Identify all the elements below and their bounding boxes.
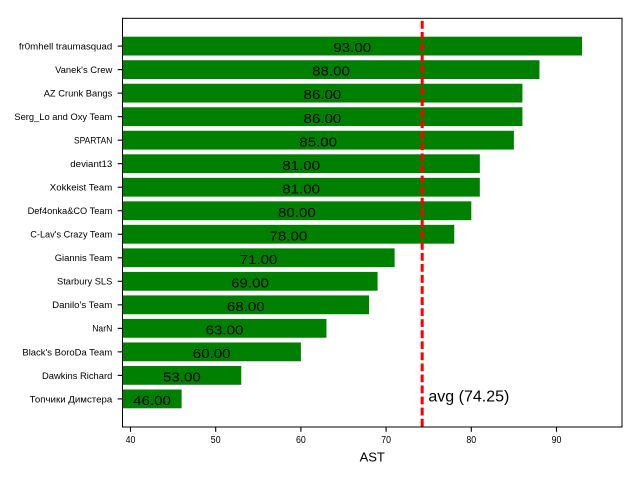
svg-text:78.00: 78.00 <box>269 228 307 243</box>
svg-text:63.00: 63.00 <box>206 322 244 337</box>
svg-text:fr0mhell traumasquad: fr0mhell traumasquad <box>19 42 112 53</box>
svg-text:50: 50 <box>211 435 221 446</box>
svg-text:81.00: 81.00 <box>282 181 320 196</box>
svg-text:Xokkeist Team: Xokkeist Team <box>50 183 113 194</box>
svg-text:70: 70 <box>381 435 391 446</box>
svg-text:90: 90 <box>552 435 562 446</box>
svg-text:Starbury SLS: Starbury SLS <box>57 277 112 288</box>
svg-text:86.00: 86.00 <box>304 87 342 102</box>
svg-text:Def4onka&CO Team: Def4onka&CO Team <box>28 206 113 217</box>
svg-text:85.00: 85.00 <box>299 134 337 149</box>
svg-text:71.00: 71.00 <box>240 252 278 267</box>
svg-text:Giannis Team: Giannis Team <box>55 253 113 264</box>
svg-text:avg (74.25): avg (74.25) <box>428 388 509 405</box>
svg-text:AZ Crunk Bangs: AZ Crunk Bangs <box>44 89 113 100</box>
svg-text:Serg_Lo and Oxy Team: Serg_Lo and Oxy Team <box>14 112 112 123</box>
svg-text:SPARTAN: SPARTAN <box>74 136 112 147</box>
svg-text:40: 40 <box>126 435 136 446</box>
svg-text:80.00: 80.00 <box>278 205 316 220</box>
svg-text:53.00: 53.00 <box>163 369 201 384</box>
svg-text:88.00: 88.00 <box>312 64 350 79</box>
svg-text:93.00: 93.00 <box>333 40 371 55</box>
svg-text:Dawkins Richard: Dawkins Richard <box>42 371 112 382</box>
svg-text:60: 60 <box>296 435 306 446</box>
svg-text:AST: AST <box>360 449 385 464</box>
svg-text:Black's BoroDa Team: Black's BoroDa Team <box>22 347 112 358</box>
svg-text:Danilo's Team: Danilo's Team <box>52 300 112 311</box>
svg-text:81.00: 81.00 <box>282 158 320 173</box>
svg-text:69.00: 69.00 <box>231 275 269 290</box>
svg-text:deviant13: deviant13 <box>70 159 112 170</box>
svg-text:Vanek's Crew: Vanek's Crew <box>55 65 112 76</box>
svg-text:46.00: 46.00 <box>133 393 171 408</box>
svg-text:68.00: 68.00 <box>227 299 265 314</box>
svg-text:C-Lav's Crazy Team: C-Lav's Crazy Team <box>30 230 112 241</box>
svg-text:60.00: 60.00 <box>193 346 231 361</box>
svg-text:80: 80 <box>466 435 476 446</box>
svg-text:NarN: NarN <box>92 324 112 335</box>
svg-text:86.00: 86.00 <box>304 111 342 126</box>
svg-text:Топчики Димстера: Топчики Димстера <box>30 394 113 405</box>
